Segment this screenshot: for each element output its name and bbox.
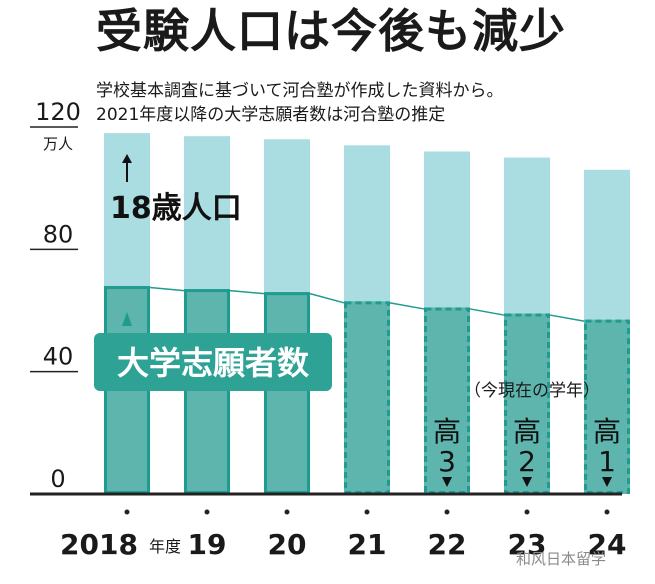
population-arrow-head bbox=[122, 154, 132, 163]
grade-label-number: 1 bbox=[598, 445, 616, 478]
x-tick-dot bbox=[284, 509, 290, 515]
x-tick-dot bbox=[604, 509, 610, 515]
applicant-trend-segment bbox=[309, 292, 345, 304]
applicant-bar-outline bbox=[424, 307, 470, 495]
watermark: 和风日本留学 bbox=[516, 550, 607, 568]
x-tick-dot bbox=[204, 509, 210, 515]
current-grade-caption: （今現在の学年） bbox=[464, 381, 600, 401]
grade-down-arrow bbox=[442, 477, 452, 487]
x-tick-label: 21 bbox=[348, 528, 387, 561]
chart-subtitle-line-2: 2021年度以降の大学志願者数は河合塾の推定 bbox=[96, 105, 446, 125]
x-tick-suffix: 年度 bbox=[149, 537, 181, 556]
x-tick-label: 2018 bbox=[60, 528, 138, 561]
applicant-trend-segment bbox=[149, 286, 185, 292]
applicant-bar bbox=[184, 289, 230, 494]
grade-label-number: 3 bbox=[438, 445, 456, 478]
grade-label-number: 2 bbox=[518, 445, 536, 478]
y-tick-label: 0 bbox=[50, 465, 65, 493]
y-axis-unit: 万人 bbox=[43, 135, 73, 153]
chart-title: 受験人口は今後も減少 bbox=[96, 4, 566, 58]
applicant-trend-segment bbox=[469, 308, 505, 316]
grade-label-kanji: 高 bbox=[433, 415, 461, 448]
y-tick-label: 40 bbox=[43, 343, 74, 371]
applicant-bar bbox=[424, 307, 470, 494]
population-label: 18歳人口 bbox=[110, 191, 242, 226]
applicant-bar bbox=[264, 292, 310, 494]
grade-down-arrow bbox=[522, 477, 532, 487]
grade-label-kanji: 高 bbox=[513, 415, 541, 448]
x-tick-dot bbox=[524, 509, 530, 515]
x-tick-dot bbox=[364, 509, 370, 515]
grade-down-arrow bbox=[602, 477, 612, 487]
applicant-bar bbox=[344, 301, 390, 494]
x-tick-label: 19 bbox=[188, 528, 227, 561]
x-tick-label: 20 bbox=[268, 528, 307, 561]
applicant-bar bbox=[584, 319, 630, 494]
x-tick-label: 24 bbox=[588, 528, 627, 561]
applicant-label-box bbox=[94, 333, 332, 391]
applicant-trend-segment bbox=[389, 302, 425, 310]
chart-subtitle-line-1: 学校基本調査に基づいて河合塾が作成した資料から。 bbox=[96, 81, 504, 101]
y-tick-label: 120 bbox=[35, 98, 81, 126]
y-tick-label: 80 bbox=[43, 220, 74, 248]
x-tick-dot bbox=[444, 509, 450, 515]
applicant-label: 大学志願者数 bbox=[117, 344, 310, 382]
x-tick-label: 23 bbox=[508, 528, 547, 561]
applicant-trend-segment bbox=[229, 289, 265, 295]
grade-label-kanji: 高 bbox=[593, 415, 621, 448]
applicant-bar bbox=[504, 313, 550, 494]
x-tick-label: 22 bbox=[428, 528, 467, 561]
x-tick-dot bbox=[124, 509, 130, 515]
applicant-pointer bbox=[122, 312, 132, 326]
applicant-trend-segment bbox=[549, 314, 585, 322]
